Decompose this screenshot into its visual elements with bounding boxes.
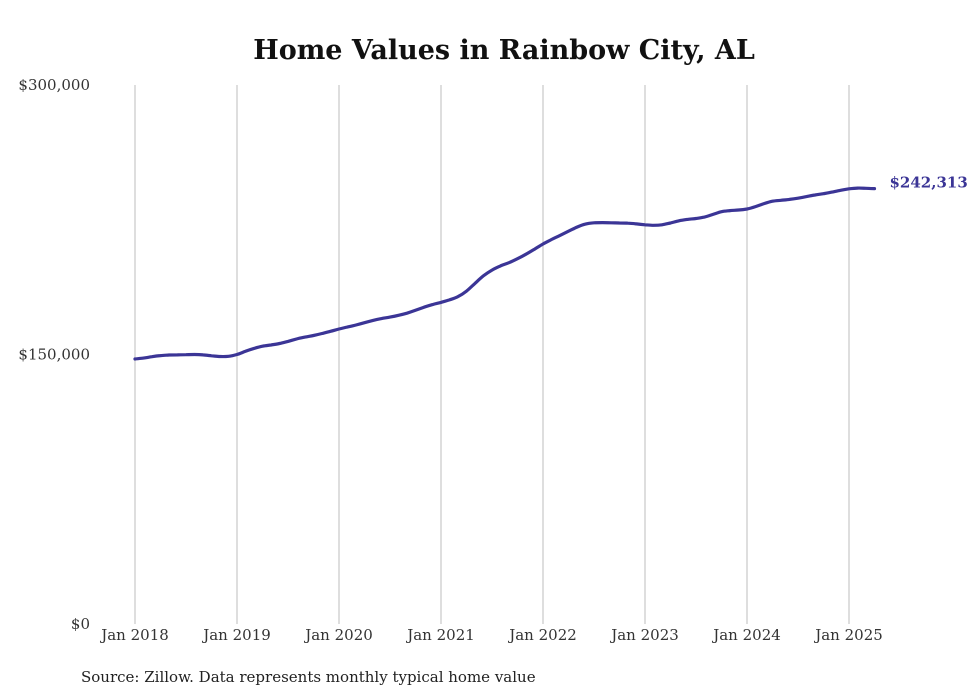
y-tick-label: $0 — [71, 615, 90, 633]
chart-title: Home Values in Rainbow City, AL — [253, 35, 755, 66]
end-value-label: $242,313 — [890, 174, 968, 192]
x-tick-label: Jan 2018 — [99, 626, 169, 644]
y-tick-label: $150,000 — [18, 346, 90, 364]
source-note: Source: Zillow. Data represents monthly … — [81, 668, 536, 686]
x-tick-label: Jan 2022 — [507, 626, 577, 644]
x-tick-label: Jan 2024 — [711, 626, 781, 644]
x-tick-label: Jan 2023 — [609, 626, 679, 644]
series-line — [133, 186, 877, 361]
x-tick-label: Jan 2019 — [201, 626, 271, 644]
x-tick-label: Jan 2025 — [813, 626, 883, 644]
x-tick-label: Jan 2020 — [303, 626, 373, 644]
x-axis: Jan 2018 Jan 2019 Jan 2020 Jan 2021 Jan 2022… — [99, 626, 883, 644]
y-axis: $0 $150,000 $300,000 — [18, 76, 90, 633]
x-tick-label: Jan 2021 — [405, 626, 475, 644]
series-layer: $242,313 — [133, 174, 968, 361]
grid-layer — [134, 85, 850, 624]
y-tick-label: $300,000 — [18, 76, 90, 94]
